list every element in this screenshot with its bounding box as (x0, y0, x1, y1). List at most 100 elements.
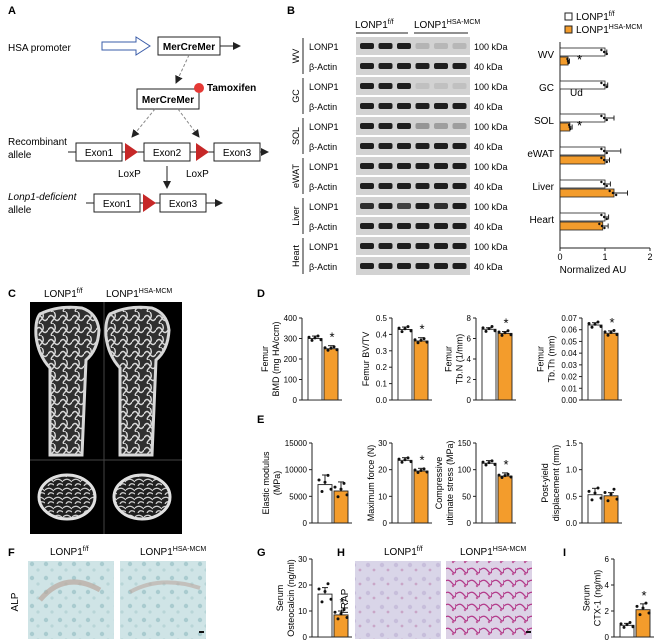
y-tick-label: 300 (284, 335, 298, 344)
chart-d3: 0 2 4 6 8 Femur Tb.N (1/mm) * (443, 314, 516, 405)
data-point (490, 459, 494, 463)
loxp-label-2: LoxP (186, 169, 209, 180)
data-point (596, 320, 600, 324)
y-tick-label: 400 (284, 314, 298, 323)
data-point (403, 327, 407, 331)
recombinant-label-1: Recombinant (8, 137, 67, 148)
wb-group-treated: LONP1HSA-MCM (414, 19, 480, 31)
quant-point (603, 226, 606, 230)
data-point (590, 498, 594, 502)
quant-point (602, 158, 606, 162)
data-point (329, 597, 333, 601)
data-point (509, 333, 513, 337)
data-point (413, 468, 417, 472)
data-point (320, 490, 324, 494)
significance-star: * (329, 330, 334, 345)
wb-band (434, 183, 448, 189)
wb-band (378, 263, 393, 269)
wb-tissue-label: eWAT (291, 163, 301, 188)
bar (307, 338, 323, 401)
wb-protein-label: LONP1 (309, 162, 339, 172)
chart-e1: 0 5000 10000 15000 Elastic modulus (MPa) (261, 439, 352, 528)
data-point (606, 499, 610, 503)
wb-blot-background (356, 117, 470, 135)
data-point (635, 604, 639, 608)
wb-tissue-wv: WV LONP1 100 kDa β-Actin 40 kDa (291, 37, 508, 75)
wb-blot-background (356, 257, 470, 275)
y-axis-label: Maximum force (N) (366, 445, 376, 522)
wb-kda-label: 100 kDa (474, 242, 508, 252)
wb-band (415, 163, 430, 169)
wb-blot-background (356, 177, 470, 195)
y-tick-label: 0 (303, 633, 308, 642)
f-ylabel: ALP (10, 592, 21, 611)
y-tick-label: 15000 (285, 439, 308, 448)
quant-category-label: Liver (532, 182, 554, 193)
wb-band (360, 143, 374, 149)
wb-band (434, 123, 448, 129)
y-axis-label: Serum (581, 585, 591, 612)
quant-x-label: Normalized AU (560, 265, 627, 276)
wb-kda-label: 100 kDa (474, 82, 508, 92)
data-point (320, 600, 324, 604)
wb-kda-label: 40 kDa (474, 222, 503, 232)
chart-d4: 0.00 0.01 0.02 0.03 0.04 0.05 0.06 0.07 Femur Tb.… (536, 314, 622, 405)
data-point (490, 324, 494, 328)
wb-protein-label: LONP1 (309, 202, 339, 212)
y-tick-label: 0.3 (376, 347, 388, 356)
data-point (416, 471, 420, 475)
quant-bar (559, 221, 604, 231)
wb-tissue-label: Heart (291, 245, 301, 268)
quant-bar (559, 113, 606, 123)
wb-band (434, 103, 448, 109)
y-tick-label: 0.02 (561, 373, 577, 382)
data-point (406, 325, 410, 329)
wb-band (397, 203, 411, 209)
deficient-label-1: Lonp1-deficient (8, 192, 78, 203)
data-point (319, 338, 323, 342)
wb-band (415, 123, 430, 129)
exon3-box (213, 142, 261, 162)
quant-bar (559, 146, 606, 156)
data-point (641, 606, 645, 610)
bar (481, 462, 497, 524)
y-axis-label: Tb.N (1/mm) (454, 334, 464, 385)
exon1-label: Exon1 (85, 148, 114, 159)
y-tick-label: 1.0 (566, 466, 578, 475)
trap-image-treated (446, 561, 532, 639)
promoter-arrow (101, 36, 151, 56)
promoter-label: HSA promoter (8, 43, 71, 54)
loxp-triangle-3 (143, 194, 156, 212)
data-point (335, 348, 339, 352)
wb-band (452, 43, 467, 49)
wb-band (397, 103, 411, 109)
y-tick-label: 50 (462, 492, 471, 501)
data-point (336, 617, 340, 621)
bar (397, 329, 413, 401)
wb-kda-label: 100 kDa (474, 162, 508, 172)
wb-band (434, 63, 448, 69)
h-ylabel: TRAP (340, 588, 351, 615)
data-point (603, 330, 607, 334)
wb-kda-label: 40 kDa (474, 62, 503, 72)
quant-point (600, 81, 603, 85)
panel-label-h: H (337, 547, 345, 559)
legend-swatch-treated (564, 25, 573, 34)
significance-star: * (419, 452, 424, 467)
data-point (326, 348, 330, 352)
wb-band (415, 183, 430, 189)
wb-band (397, 263, 411, 269)
data-point (615, 333, 619, 337)
y-tick-label: 100 (284, 376, 298, 385)
tamoxifen-dot (194, 83, 204, 93)
y-tick-label: 10 (378, 492, 387, 501)
y-tick-label: 0.06 (561, 326, 577, 335)
data-point (628, 620, 632, 624)
y-axis-label: Tb.Th (mm) (547, 336, 557, 383)
trap-image-control (355, 561, 441, 639)
wb-band (378, 183, 393, 189)
h-label-control: LONP1f/f (384, 546, 423, 558)
data-point (419, 468, 423, 472)
data-point (503, 331, 507, 335)
y-tick-label: 10 (298, 607, 307, 616)
